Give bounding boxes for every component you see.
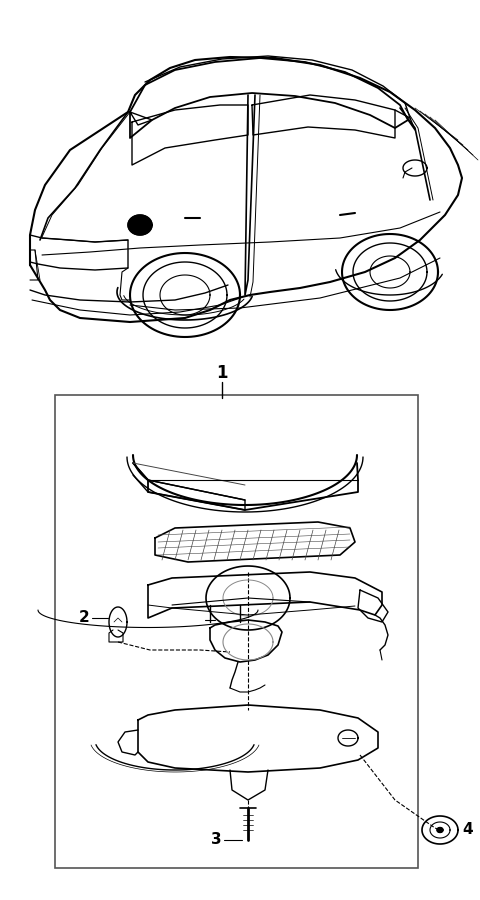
Text: 1: 1 xyxy=(216,364,228,382)
Text: 3: 3 xyxy=(211,832,222,848)
Polygon shape xyxy=(437,827,443,832)
Text: 4: 4 xyxy=(462,823,473,838)
Bar xyxy=(55,395,418,868)
Text: 2: 2 xyxy=(79,610,90,626)
Polygon shape xyxy=(128,215,152,235)
